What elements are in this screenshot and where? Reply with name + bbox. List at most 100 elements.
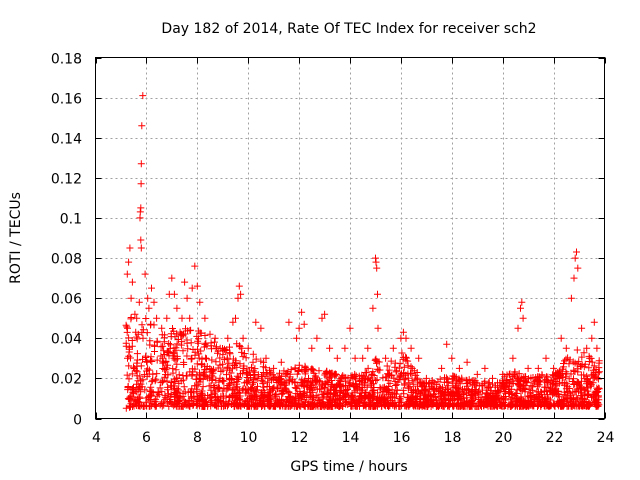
data-point: [197, 361, 205, 369]
data-point: [326, 389, 334, 397]
data-point: [201, 332, 209, 339]
data-point: [160, 347, 168, 355]
data-point: [412, 402, 420, 410]
data-point: [148, 378, 156, 386]
y-tick-label: 0.12: [51, 172, 82, 188]
data-point: [372, 258, 380, 266]
data-point: [278, 387, 286, 395]
data-point: [136, 394, 144, 402]
data-point: [360, 381, 368, 389]
data-point: [452, 389, 460, 397]
data-point: [251, 368, 259, 376]
data-point: [542, 354, 550, 362]
data-point: [239, 353, 247, 361]
data-point: [197, 329, 205, 337]
data-point: [271, 374, 279, 382]
data-point: [413, 369, 421, 376]
data-point: [321, 371, 329, 379]
data-point: [382, 402, 390, 410]
data-point: [215, 385, 223, 392]
data-point: [175, 371, 183, 379]
data-point: [276, 402, 284, 410]
data-point: [323, 393, 331, 401]
data-point: [122, 339, 130, 347]
data-point: [188, 372, 196, 380]
data-point: [260, 358, 268, 366]
data-point: [409, 388, 417, 396]
data-point: [288, 401, 296, 409]
data-point: [346, 379, 354, 387]
data-point: [319, 390, 327, 398]
data-point: [560, 381, 568, 389]
data-point: [594, 386, 601, 393]
data-point: [480, 402, 487, 409]
data-point: [223, 371, 230, 379]
data-point: [293, 334, 301, 342]
data-point: [171, 356, 179, 364]
data-point: [550, 376, 558, 384]
data-point: [170, 290, 178, 298]
data-point: [400, 363, 408, 371]
data-point: [163, 377, 171, 385]
data-point: [529, 383, 537, 391]
data-point: [407, 369, 414, 377]
data-point: [402, 334, 410, 342]
data-point: [258, 377, 266, 385]
data-point: [429, 401, 437, 409]
data-point: [364, 364, 372, 372]
data-point: [369, 387, 377, 394]
data-point: [462, 376, 470, 384]
data-point: [236, 343, 244, 351]
data-point: [277, 399, 285, 407]
data-point: [398, 370, 405, 378]
data-point: [536, 396, 544, 404]
data-point: [534, 388, 542, 396]
data-point: [285, 318, 293, 326]
y-tick-label: 0.06: [51, 292, 82, 308]
data-point: [475, 403, 483, 410]
data-point: [219, 377, 227, 385]
data-point: [519, 381, 527, 389]
data-point: [494, 388, 502, 396]
data-point: [206, 330, 214, 338]
data-point: [509, 401, 517, 408]
data-point: [254, 371, 262, 379]
data-point: [240, 350, 248, 357]
data-point: [133, 350, 141, 358]
data-point: [187, 339, 195, 347]
data-point: [274, 384, 282, 392]
data-point: [179, 347, 187, 355]
data-point: [177, 341, 185, 349]
data-point: [352, 383, 360, 391]
data-point: [471, 377, 479, 385]
data-point: [534, 403, 541, 410]
data-point: [463, 382, 471, 390]
data-point: [200, 401, 208, 409]
data-point: [141, 386, 149, 394]
data-point: [573, 385, 581, 393]
y-tick-label: 0.04: [51, 332, 82, 348]
data-point: [252, 374, 260, 382]
data-point: [153, 314, 161, 322]
data-point: [263, 383, 271, 390]
data-point: [335, 396, 343, 404]
data-point: [126, 244, 134, 252]
data-point: [572, 398, 580, 406]
data-point: [181, 278, 189, 286]
data-point: [309, 400, 317, 408]
data-point: [131, 310, 139, 318]
data-point: [150, 298, 158, 306]
data-point: [385, 387, 393, 395]
data-point: [364, 344, 372, 352]
data-point: [577, 371, 585, 379]
x-tick-label: 16: [393, 430, 411, 446]
data-point: [416, 390, 424, 397]
data-point: [372, 356, 379, 364]
data-point: [509, 373, 517, 381]
data-point: [368, 388, 376, 396]
data-point: [220, 356, 228, 364]
data-point: [333, 382, 340, 390]
data-point: [318, 314, 326, 322]
data-point: [262, 354, 270, 362]
